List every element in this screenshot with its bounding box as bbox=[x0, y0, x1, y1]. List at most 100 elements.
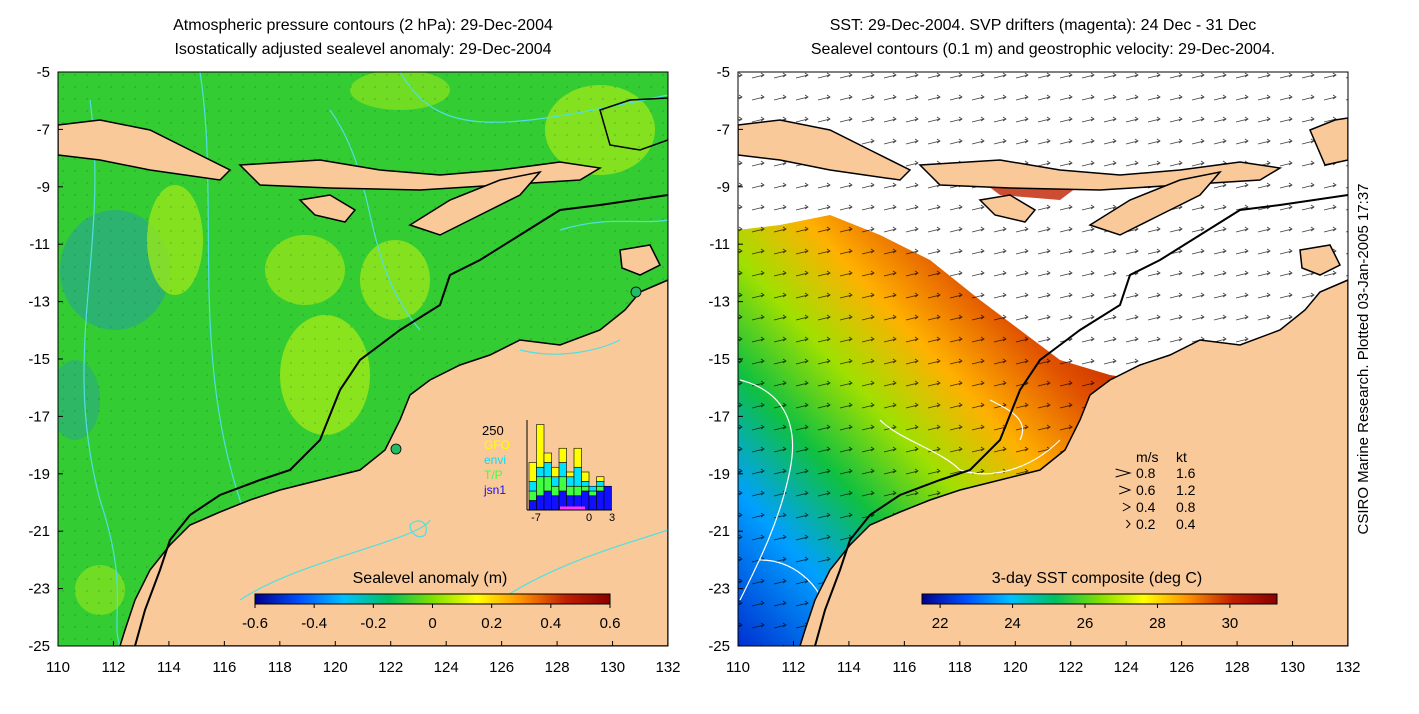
melville-island bbox=[1299, 244, 1342, 276]
inset-bar-tp bbox=[581, 485, 590, 492]
inset-legend-item: T/P bbox=[484, 468, 503, 482]
y-tick-label: -21 bbox=[708, 523, 730, 540]
inset-bar-envi bbox=[558, 462, 567, 478]
inset-bar-jsn1 bbox=[536, 495, 545, 511]
y-tick-label: -5 bbox=[717, 64, 730, 81]
inset-bar-envi bbox=[566, 476, 575, 487]
pressure-contour bbox=[329, 109, 421, 331]
colorbar-tick-label: 0.2 bbox=[481, 615, 502, 632]
inset-bar-gfo bbox=[543, 452, 552, 463]
velocity-legend-kt: 0.8 bbox=[1176, 499, 1196, 515]
y-tick-label: -9 bbox=[717, 179, 730, 196]
left-colorbar bbox=[254, 593, 611, 605]
colorbar-tick-label: -0.4 bbox=[301, 615, 327, 632]
inset-bar-tp bbox=[543, 476, 552, 492]
credit-text: CSIRO Marine Research. Plotted 03-Jan-20… bbox=[1355, 183, 1372, 534]
velocity-legend-rows: 0.8 1.60.6 1.20.4 0.80.2 0.4 bbox=[1115, 465, 1196, 532]
inset-legend-item: envi bbox=[484, 453, 506, 467]
y-tick-label: -11 bbox=[29, 236, 50, 253]
inset-bar-jsn1 bbox=[543, 490, 552, 511]
left-axes: 110 112 114 116 118 120 122 124 126 128 130 132 -5 -7… bbox=[28, 64, 680, 676]
colorbar-tick-label: 28 bbox=[1149, 615, 1166, 632]
x-tick-label: 118 bbox=[268, 659, 292, 676]
x-tick-label: 130 bbox=[1280, 659, 1305, 676]
pressure-contour bbox=[239, 519, 431, 601]
velocity-legend-kt: 0.4 bbox=[1176, 516, 1196, 532]
left-title-line1: Atmospheric pressure contours (2 hPa): 2… bbox=[173, 17, 553, 34]
inset-bar-gfo bbox=[528, 462, 537, 482]
x-tick-label: 112 bbox=[781, 659, 805, 676]
sealevel-contour bbox=[739, 379, 794, 601]
y-tick-label: -15 bbox=[28, 351, 50, 368]
x-tick-label: 110 bbox=[46, 659, 70, 676]
pressure-contour bbox=[499, 529, 668, 601]
x-tick-label: 116 bbox=[212, 659, 236, 676]
colorbar-tick-label: 0 bbox=[428, 615, 436, 632]
y-tick-label: -7 bbox=[717, 121, 730, 138]
inset-x-tick: 3 bbox=[609, 512, 615, 524]
x-tick-label: 116 bbox=[892, 659, 916, 676]
pressure-contour bbox=[83, 99, 121, 646]
velocity-legend: m/s kt 0.8 1.60.6 1.20.4 0.80.2 0.4 bbox=[1115, 449, 1196, 532]
inset-bar-jsn1 bbox=[596, 490, 605, 511]
inset-bar-envi bbox=[528, 481, 537, 492]
australia-land bbox=[799, 279, 1348, 646]
java-island bbox=[58, 119, 232, 181]
inset-bar-envi bbox=[581, 481, 590, 487]
velocity-legend-kt-header: kt bbox=[1176, 449, 1187, 465]
y-tick-label: -13 bbox=[28, 294, 50, 311]
colorbar-tick-label: 0.4 bbox=[540, 615, 561, 632]
y-tick-label: -19 bbox=[708, 466, 730, 483]
y-tick-label: -23 bbox=[708, 581, 730, 598]
y-tick-label: -25 bbox=[708, 638, 730, 655]
y-tick-label: -17 bbox=[28, 408, 50, 425]
inset-bar-gfo bbox=[596, 476, 605, 482]
inset-bar-gfo bbox=[551, 466, 560, 478]
colorbar-tick-label: -0.2 bbox=[360, 615, 386, 632]
x-tick-label: 132 bbox=[1335, 659, 1360, 676]
inset-bar-gfo bbox=[558, 447, 567, 463]
x-tick-label: 120 bbox=[1003, 659, 1028, 676]
right-colorbar bbox=[921, 593, 1278, 605]
x-tick-label: 126 bbox=[1169, 659, 1194, 676]
velocity-legend-kt: 1.2 bbox=[1176, 482, 1196, 498]
pressure-contour bbox=[409, 520, 427, 538]
right-colorbar-label: 3-day SST composite (deg C) bbox=[992, 570, 1202, 587]
right-axes: 110 112 114 116 118 120 122 124 126 128 130 132 -5 -7… bbox=[708, 64, 1360, 676]
inset-bar-tp bbox=[558, 476, 567, 492]
left-colorbar-label: Sealevel anomaly (m) bbox=[353, 570, 508, 587]
melville-island bbox=[619, 244, 662, 276]
x-tick-label: 130 bbox=[600, 659, 625, 676]
inset-bar-tp bbox=[536, 476, 545, 497]
inset-bar-gfo bbox=[573, 447, 582, 468]
colorbar-tick-label: 22 bbox=[932, 615, 949, 632]
inset-bar-envi bbox=[543, 462, 552, 478]
velocity-legend-ms: 0.6 bbox=[1136, 482, 1156, 498]
timor-island bbox=[408, 170, 543, 236]
inset-bar-gfo bbox=[536, 424, 545, 468]
inset-bar-jsn1 bbox=[588, 495, 597, 511]
sealevel-contour bbox=[989, 399, 1024, 441]
y-tick-label: -13 bbox=[708, 294, 730, 311]
y-tick-label: -11 bbox=[709, 236, 730, 253]
inset-bar-tp bbox=[573, 485, 582, 497]
x-tick-label: 124 bbox=[434, 659, 459, 676]
inset-bar-tp bbox=[528, 490, 537, 501]
colorbar-tick-label: -0.6 bbox=[242, 615, 268, 632]
x-tick-label: 112 bbox=[101, 659, 125, 676]
right-title-line2: Sealevel contours (0.1 m) and geostrophi… bbox=[811, 41, 1275, 58]
tide-gauge-marker bbox=[630, 286, 642, 298]
velocity-legend-ms: 0.8 bbox=[1136, 465, 1156, 481]
velocity-legend-arrow bbox=[1115, 468, 1132, 478]
velocity-legend-ms: 0.4 bbox=[1136, 499, 1156, 515]
inset-bars bbox=[528, 424, 612, 511]
y-tick-label: -23 bbox=[28, 581, 50, 598]
y-tick-label: -15 bbox=[708, 351, 730, 368]
x-tick-label: 124 bbox=[1114, 659, 1139, 676]
inset-bar-tp bbox=[566, 485, 575, 497]
colorbar-tick-label: 24 bbox=[1004, 615, 1021, 632]
island-outline bbox=[1309, 117, 1348, 166]
